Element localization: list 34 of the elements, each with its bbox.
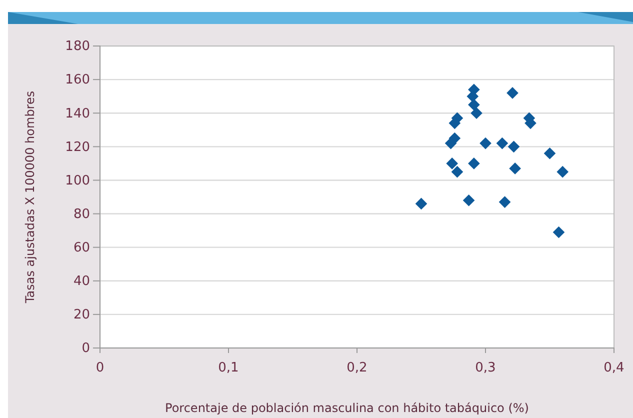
y-axis-title: Tasas ajustadas X 100000 hombres <box>23 90 37 304</box>
x-tick-label: 0,2 <box>346 360 368 376</box>
y-tick-label: 180 <box>65 39 90 54</box>
point <box>506 87 518 99</box>
point <box>496 137 508 150</box>
x-tick-label: 0 <box>96 360 104 376</box>
y-tick-label: 140 <box>65 106 90 122</box>
y-tick-label: 160 <box>65 72 90 88</box>
y-tick-label: 80 <box>73 206 90 222</box>
point <box>544 147 556 160</box>
y-tick-label: 120 <box>65 140 90 155</box>
point <box>444 137 457 150</box>
y-tick-label: 40 <box>73 274 90 290</box>
point <box>468 158 480 170</box>
y-tick-label: 20 <box>73 308 90 323</box>
x-axis-title: Porcentaje de población masculina con hábito tabáquico (%) <box>165 401 529 415</box>
point <box>498 196 511 208</box>
y-tick-label: 0 <box>82 341 90 356</box>
point <box>509 162 521 174</box>
y-tick-label: 60 <box>73 240 90 256</box>
point <box>556 166 569 178</box>
point <box>480 137 492 150</box>
point <box>446 158 458 170</box>
x-tick-label: 0,1 <box>218 360 239 376</box>
x-tick-label: 0,4 <box>604 360 624 376</box>
x-tick-label: 0,3 <box>475 360 496 376</box>
point <box>508 140 520 153</box>
y-tick-label: 100 <box>65 173 90 188</box>
point <box>468 98 480 111</box>
point <box>552 226 565 238</box>
point <box>462 194 475 206</box>
point <box>415 198 428 210</box>
point <box>451 166 464 178</box>
point <box>470 107 482 120</box>
